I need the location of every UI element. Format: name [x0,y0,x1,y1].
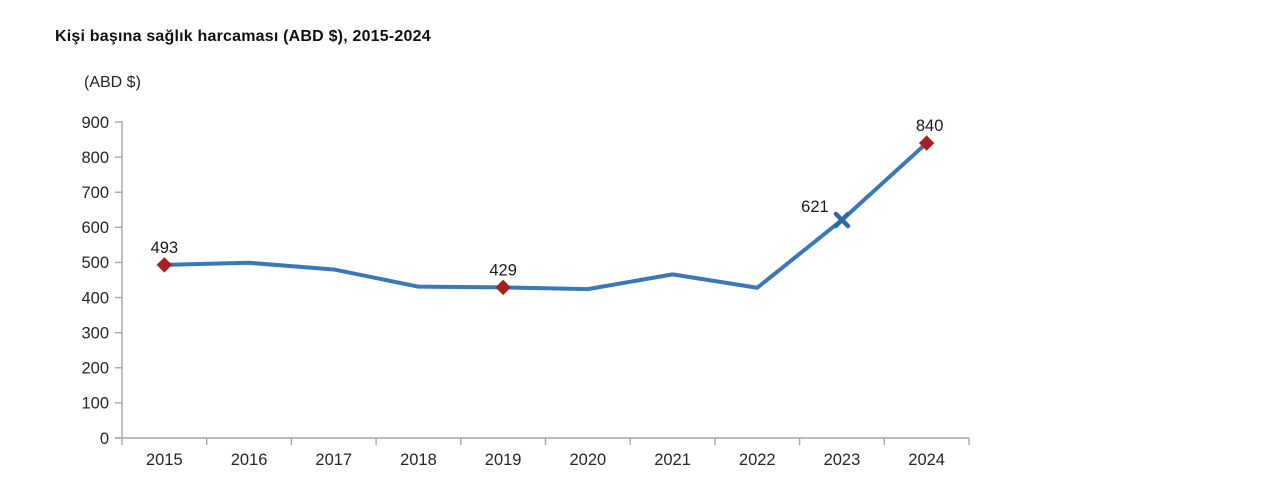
y-axis-tick-label: 100 [81,395,109,413]
y-axis-tick-label: 300 [81,324,109,342]
data-line [162,141,929,292]
data-point-label: 621 [801,198,829,216]
y-axis-tick-label: 0 [100,430,109,448]
y-axis-tick-label: 500 [81,254,109,272]
x-axis-tick-label: 2016 [231,451,268,469]
y-axis-tick-label: 700 [81,184,109,202]
data-point-label: 840 [916,117,944,135]
x-axis-tick-label: 2020 [569,451,606,469]
x-axis-tick-label: 2019 [485,451,522,469]
y-axis-tick-label: 800 [81,149,109,167]
data-point-x-marker [833,211,851,229]
x-axis-tick-label: 2017 [315,451,352,469]
x-axis-tick-label: 2015 [146,451,183,469]
y-axis-tick-label: 400 [81,289,109,307]
x-axis-tick-label: 2018 [400,451,437,469]
data-point-diamond-marker [918,135,935,151]
data-point-label: 493 [151,239,179,257]
x-axis-tick-label: 2022 [739,451,776,469]
y-axis-tick-label: 200 [81,360,109,378]
x-axis-tick-label: 2023 [824,451,861,469]
chart-title: Kişi başına sağlık harcaması (ABD $), 20… [55,28,431,45]
data-point-label: 429 [489,261,517,279]
y-axis-tick-label: 900 [81,114,109,132]
data-point-diamond-marker [495,279,511,296]
y-axis-tick-label: 600 [81,219,109,237]
x-axis-tick-label: 2021 [654,451,691,469]
x-axis-tick-label: 2024 [908,451,945,469]
data-point-diamond-marker [156,257,173,273]
y-axis-unit-label: (ABD $) [84,74,141,91]
